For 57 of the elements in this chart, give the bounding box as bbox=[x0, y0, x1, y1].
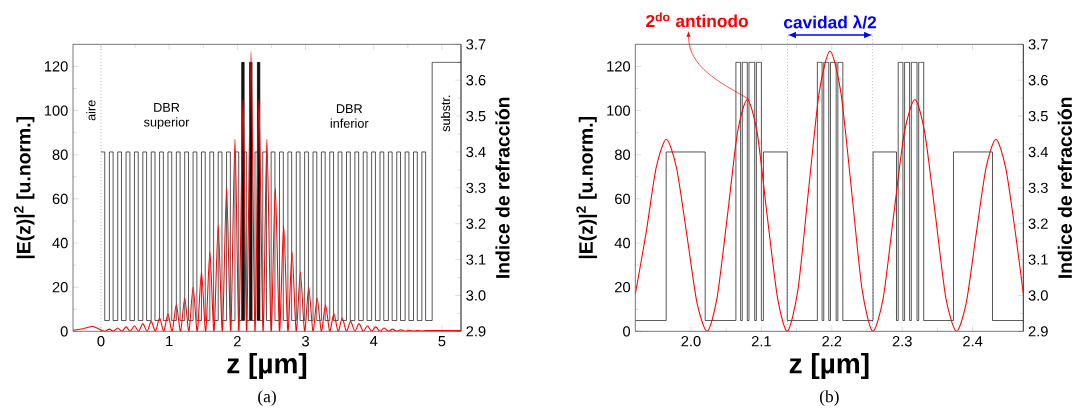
x-tick-label: 3 bbox=[302, 336, 309, 347]
annotation: aire bbox=[86, 100, 96, 121]
x-tick-label: 4 bbox=[369, 336, 378, 347]
y2-axis-title: Indice de refracción bbox=[495, 97, 510, 278]
y2-tick-label: 3.7 bbox=[1028, 39, 1048, 50]
y-tick-label: 120 bbox=[44, 61, 68, 72]
y2-tick-label: 3.6 bbox=[466, 75, 486, 86]
y2-tick-label: 3.2 bbox=[1028, 218, 1048, 229]
y2-tick-label: 3.1 bbox=[1028, 254, 1048, 265]
y2-tick-label: 3.0 bbox=[1028, 290, 1048, 301]
x-tick-label: 2.2 bbox=[822, 336, 842, 347]
y-tick-label: 0 bbox=[623, 326, 631, 337]
y2-tick-label: 3.2 bbox=[466, 218, 486, 229]
y-tick-label: 60 bbox=[615, 193, 631, 205]
x-tick-label: 2.4 bbox=[963, 336, 983, 347]
y-tick-label: 80 bbox=[52, 149, 68, 160]
y2-tick-label: 2.9 bbox=[466, 326, 486, 337]
y-tick-label: 100 bbox=[607, 105, 631, 116]
y-tick-label: 40 bbox=[52, 237, 68, 249]
text: (b) bbox=[819, 390, 839, 406]
y-tick-label: 120 bbox=[607, 61, 631, 72]
text: cavidad λ/2 bbox=[783, 15, 877, 29]
y2-tick-label: 3.5 bbox=[466, 110, 486, 122]
x-tick-label: 2.3 bbox=[892, 336, 912, 347]
y2-tick-label: 3.4 bbox=[1028, 146, 1048, 158]
y-axis-title: |E(z)|$^{2}$ [u.norm.] bbox=[576, 117, 598, 259]
x-axis-title: z [µm] bbox=[789, 352, 869, 380]
y2-tick-label: 3.3 bbox=[466, 182, 486, 194]
x-tick-label: 2 bbox=[234, 336, 241, 347]
y2-tick-label: 2.9 bbox=[1028, 326, 1048, 337]
annotation: DBR superior bbox=[143, 103, 190, 130]
annotation: substr. bbox=[440, 95, 451, 132]
y2-tick-label: 3.0 bbox=[466, 290, 486, 301]
y2-tick-label: 3.4 bbox=[466, 146, 486, 158]
annotation: DBR inferior bbox=[330, 104, 369, 128]
y2-axis-title: Indice de refracción bbox=[1057, 97, 1072, 278]
x-tick-label: 5 bbox=[438, 336, 446, 347]
x-tick-label: 0 bbox=[97, 336, 105, 347]
y2-tick-label: 3.5 bbox=[1028, 110, 1048, 122]
y-tick-label: 60 bbox=[52, 193, 68, 205]
x-tick-label: 2.1 bbox=[751, 336, 771, 347]
y-tick-label: 20 bbox=[52, 281, 68, 293]
y-tick-label: 80 bbox=[614, 149, 631, 160]
y2-tick-label: 3.7 bbox=[466, 39, 486, 50]
y-tick-label: 0 bbox=[60, 326, 68, 337]
y2-tick-label: 3.6 bbox=[1028, 75, 1048, 86]
text: (a) bbox=[258, 390, 276, 406]
annotation: 2$^{do}$ antinodo bbox=[646, 12, 748, 28]
y-axis-title: |E(z)|$^{2}$ [u.norm.] bbox=[13, 117, 35, 259]
x-tick-label: 2.0 bbox=[681, 336, 701, 347]
y-tick-label: 100 bbox=[44, 105, 68, 116]
y2-tick-label: 3.1 bbox=[466, 254, 486, 265]
y-tick-label: 20 bbox=[615, 281, 631, 293]
x-axis-title: z [µm] bbox=[227, 352, 307, 380]
y-tick-label: 40 bbox=[614, 237, 631, 249]
y2-tick-label: 3.3 bbox=[1028, 182, 1048, 194]
x-tick-label: 1 bbox=[166, 336, 173, 347]
